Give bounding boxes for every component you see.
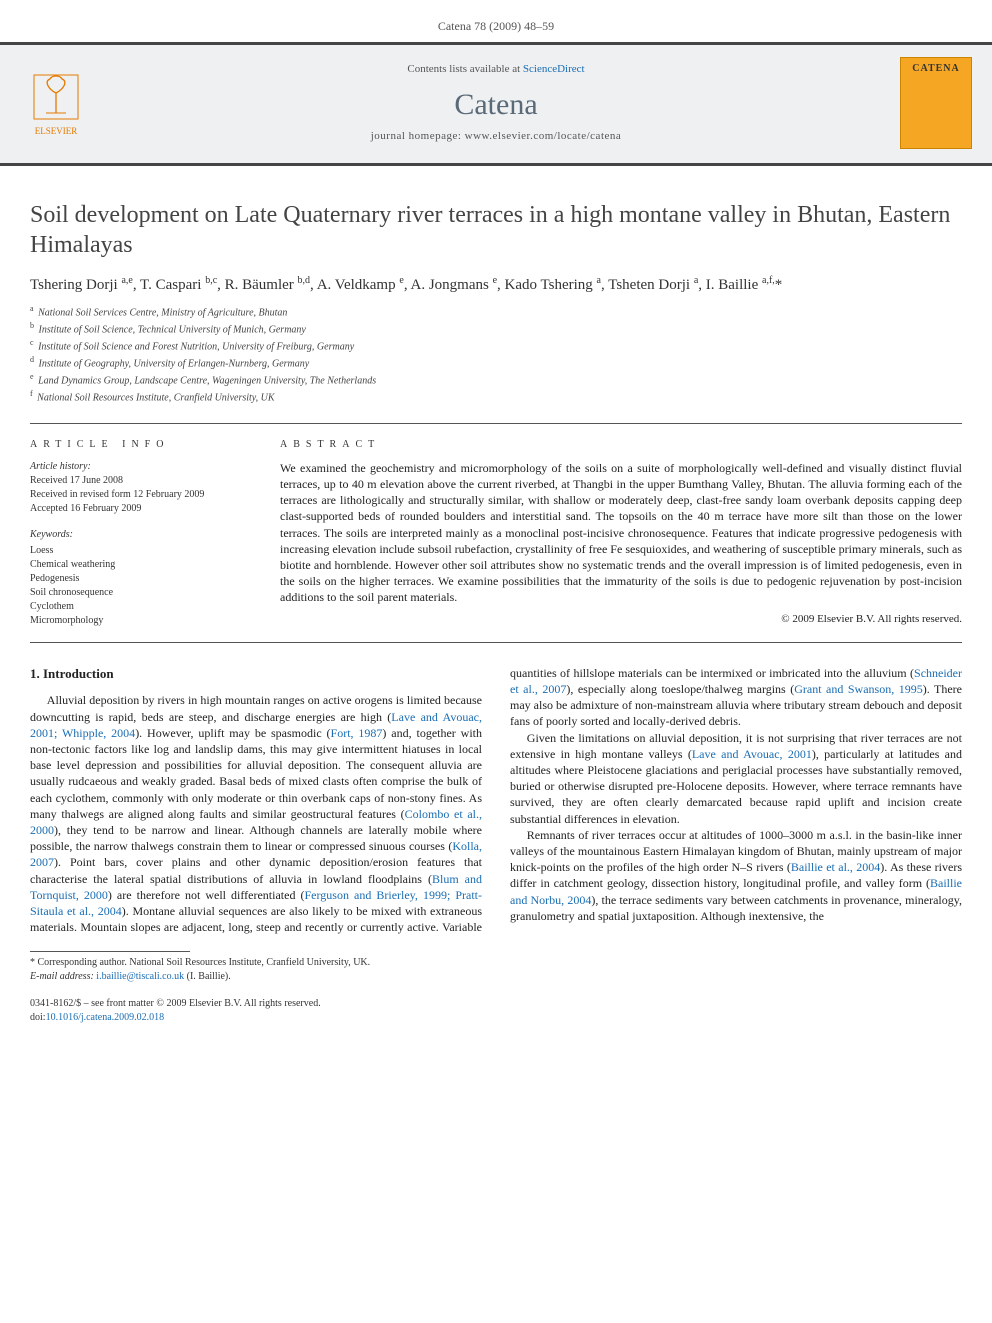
abstract-block: abstract We examined the geochemistry an… (280, 438, 962, 628)
keyword: Loess (30, 544, 250, 558)
journal-homepage: journal homepage: www.elsevier.com/locat… (112, 129, 880, 144)
journal-name: Catena (112, 85, 880, 126)
affiliation: c Institute of Soil Science and Forest N… (30, 338, 962, 354)
affiliation-list: a National Soil Services Centre, Ministr… (0, 301, 992, 415)
sciencedirect-link[interactable]: ScienceDirect (523, 63, 585, 75)
author-list: Tshering Dorji a,e, T. Caspari b,c, R. B… (0, 270, 992, 301)
abstract-text: We examined the geochemistry and micromo… (280, 460, 962, 606)
history-line: Received in revised form 12 February 200… (30, 488, 250, 502)
history-line: Received 17 June 2008 (30, 474, 250, 488)
masthead-center: Contents lists available at ScienceDirec… (112, 62, 880, 144)
keyword: Cyclothem (30, 600, 250, 614)
body-paragraph: Remnants of river terraces occur at alti… (510, 827, 962, 924)
info-abstract-row: article info Article history: Received 1… (0, 432, 992, 634)
corresponding-footnote: * Corresponding author. National Soil Re… (0, 956, 992, 991)
keyword: Pedogenesis (30, 572, 250, 586)
email-link[interactable]: i.baillie@tiscali.co.uk (96, 971, 184, 982)
abstract-head: abstract (280, 438, 962, 452)
article-info-head: article info (30, 438, 250, 452)
availability-prefix: Contents lists available at (407, 63, 522, 75)
citation-link[interactable]: Fort, 1987 (331, 726, 383, 740)
journal-cover-thumb: CATENA (900, 57, 972, 149)
running-header: Catena 78 (2009) 48–59 (0, 0, 992, 42)
rule-top (30, 423, 962, 424)
history-head: Article history: (30, 460, 250, 474)
cover-title: CATENA (912, 62, 959, 76)
history-line: Accepted 16 February 2009 (30, 502, 250, 516)
article-title: Soil development on Late Quaternary rive… (0, 166, 992, 270)
doi-link[interactable]: 10.1016/j.catena.2009.02.018 (46, 1012, 165, 1023)
availability-line: Contents lists available at ScienceDirec… (112, 62, 880, 77)
section-heading: 1. Introduction (30, 665, 482, 683)
email-tail: (I. Baillie). (184, 971, 231, 982)
journal-masthead: ELSEVIER Contents lists available at Sci… (0, 42, 992, 166)
citation-text: Catena 78 (2009) 48–59 (438, 19, 554, 33)
rule-bottom (30, 642, 962, 643)
keyword: Micromorphology (30, 614, 250, 628)
citation-link[interactable]: Baillie et al., 2004 (791, 860, 880, 874)
body-paragraph: Given the limitations on alluvial deposi… (510, 730, 962, 827)
keywords-head: Keywords: (30, 528, 250, 542)
citation-link[interactable]: Grant and Swanson, 1995 (794, 682, 923, 696)
email-label: E-mail address: (30, 971, 96, 982)
doi-label: doi: (30, 1012, 46, 1023)
publisher-logo: ELSEVIER (20, 62, 92, 144)
affiliation: d Institute of Geography, University of … (30, 355, 962, 371)
footnote-rule (30, 951, 190, 952)
elsevier-tree-icon (28, 69, 84, 125)
keywords-block: Keywords: Loess Chemical weathering Pedo… (30, 528, 250, 628)
page-footer: 0341-8162/$ – see front matter © 2009 El… (0, 991, 992, 1042)
affiliation: e Land Dynamics Group, Landscape Centre,… (30, 372, 962, 388)
abstract-copyright: © 2009 Elsevier B.V. All rights reserved… (280, 612, 962, 627)
doi-line: doi:10.1016/j.catena.2009.02.018 (30, 1011, 962, 1025)
keyword: Soil chronosequence (30, 586, 250, 600)
footnote-email-line: E-mail address: i.baillie@tiscali.co.uk … (30, 970, 962, 984)
publisher-name: ELSEVIER (35, 125, 78, 137)
citation-link[interactable]: Lave and Avouac, 2001 (692, 747, 812, 761)
affiliation: a National Soil Services Centre, Ministr… (30, 304, 962, 320)
keyword: Chemical weathering (30, 558, 250, 572)
history-block: Article history: Received 17 June 2008 R… (30, 460, 250, 516)
affiliation: f National Soil Resources Institute, Cra… (30, 389, 962, 405)
body-columns: 1. Introduction Alluvial deposition by r… (0, 651, 992, 941)
footnote-line: * Corresponding author. National Soil Re… (30, 956, 962, 970)
affiliation: b Institute of Soil Science, Technical U… (30, 321, 962, 337)
article-info-block: article info Article history: Received 1… (30, 438, 250, 628)
issn-line: 0341-8162/$ – see front matter © 2009 El… (30, 997, 962, 1011)
